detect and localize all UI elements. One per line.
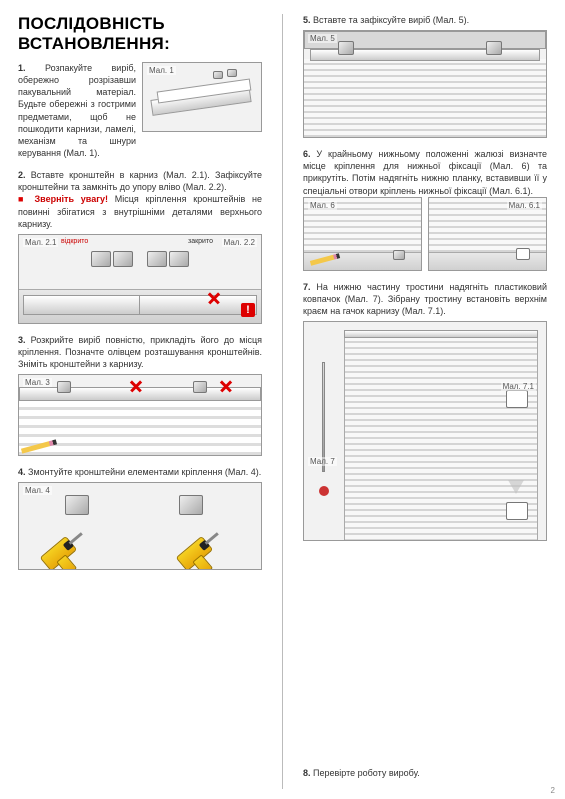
step-5: 5. Вставте та зафіксуйте виріб (Мал. 5).… bbox=[303, 14, 547, 138]
drill-icon bbox=[176, 527, 231, 570]
figure-6-1: Мал. 6.1 bbox=[428, 197, 547, 271]
step-6-text: 6. У крайньому нижньому положенні жалюзі… bbox=[303, 148, 547, 197]
step-3-text: 3. Розкрийте виріб повністю, прикладіть … bbox=[18, 334, 262, 370]
step-2-warning: ■ Зверніть увагу! Місця кріплення кроншт… bbox=[18, 193, 262, 229]
figure-3: Мал. 3 bbox=[18, 374, 262, 456]
step-7: 7. На нижню частину тростини надягніть п… bbox=[303, 281, 547, 757]
figure-4: Мал. 4 bbox=[18, 482, 262, 570]
right-column: 5. Вставте та зафіксуйте виріб (Мал. 5).… bbox=[303, 14, 547, 789]
step-4-text: 4. Змонтуйте кронштейни елементами кріпл… bbox=[18, 466, 262, 478]
page-number: 2 bbox=[551, 786, 555, 795]
x-mark-icon bbox=[219, 379, 233, 393]
figure-6-label: Мал. 6 bbox=[308, 201, 337, 210]
rod-icon bbox=[322, 362, 325, 472]
page-title: ПОСЛІДОВНІСТЬ ВСТАНОВЛЕННЯ: bbox=[18, 14, 262, 54]
figure-1-label: Мал. 1 bbox=[147, 66, 176, 75]
figure-5: Мал. 5 bbox=[303, 30, 547, 138]
x-mark-icon bbox=[207, 291, 221, 305]
figure-2-1-label: Мал. 2.1 bbox=[23, 238, 58, 247]
figure-2: Мал. 2.1 Мал. 2.2 відкрито закрито ! bbox=[18, 234, 262, 324]
figure-6: Мал. 6 bbox=[303, 197, 422, 271]
figure-3-label: Мал. 3 bbox=[23, 378, 52, 387]
figure-4-label: Мал. 4 bbox=[23, 486, 52, 495]
step-8-text: 8. Перевірте роботу виробу. bbox=[303, 767, 547, 779]
figure-6-1-label: Мал. 6.1 bbox=[507, 201, 542, 210]
figure-7-label: Мал. 7 bbox=[308, 457, 337, 466]
figure-5-label: Мал. 5 bbox=[308, 34, 337, 43]
warning-icon: ! bbox=[241, 303, 255, 317]
figure-7-1-label: Мал. 7.1 bbox=[501, 382, 536, 391]
step-2: 2. Вставте кронштейн в карниз (Мал. 2.1)… bbox=[18, 169, 262, 324]
column-divider bbox=[282, 14, 283, 789]
open-label: відкрито bbox=[61, 238, 88, 245]
step-5-text: 5. Вставте та зафіксуйте виріб (Мал. 5). bbox=[303, 14, 547, 26]
step-7-text: 7. На нижню частину тростини надягніть п… bbox=[303, 281, 547, 317]
figure-1: Мал. 1 bbox=[142, 62, 262, 132]
left-column: ПОСЛІДОВНІСТЬ ВСТАНОВЛЕННЯ: 1. Розпакуйт… bbox=[18, 14, 262, 789]
step-1-text: 1. Розпакуйте виріб, обережно розрізавши… bbox=[18, 62, 136, 159]
step-8: 8. Перевірте роботу виробу. bbox=[303, 767, 547, 779]
figure-2-2-label: Мал. 2.2 bbox=[222, 238, 257, 247]
step-1: 1. Розпакуйте виріб, обережно розрізавши… bbox=[18, 62, 262, 159]
step-3: 3. Розкрийте виріб повністю, прикладіть … bbox=[18, 334, 262, 456]
drill-icon bbox=[40, 527, 95, 570]
step-4: 4. Змонтуйте кронштейни елементами кріпл… bbox=[18, 466, 262, 570]
cap-icon bbox=[319, 486, 329, 496]
step-2-text: 2. Вставте кронштейн в карниз (Мал. 2.1)… bbox=[18, 169, 262, 193]
arrow-down-icon bbox=[508, 480, 524, 494]
figure-7: Мал. 7.1 Мал. 7 bbox=[303, 321, 547, 541]
x-mark-icon bbox=[129, 379, 143, 393]
step-6: 6. У крайньому нижньому положенні жалюзі… bbox=[303, 148, 547, 271]
closed-label: закрито bbox=[188, 238, 213, 245]
